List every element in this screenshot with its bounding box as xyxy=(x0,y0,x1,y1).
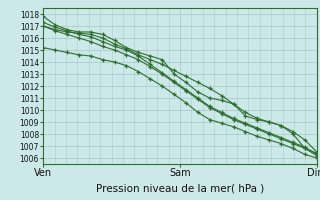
X-axis label: Pression niveau de la mer( hPa ): Pression niveau de la mer( hPa ) xyxy=(96,184,264,194)
